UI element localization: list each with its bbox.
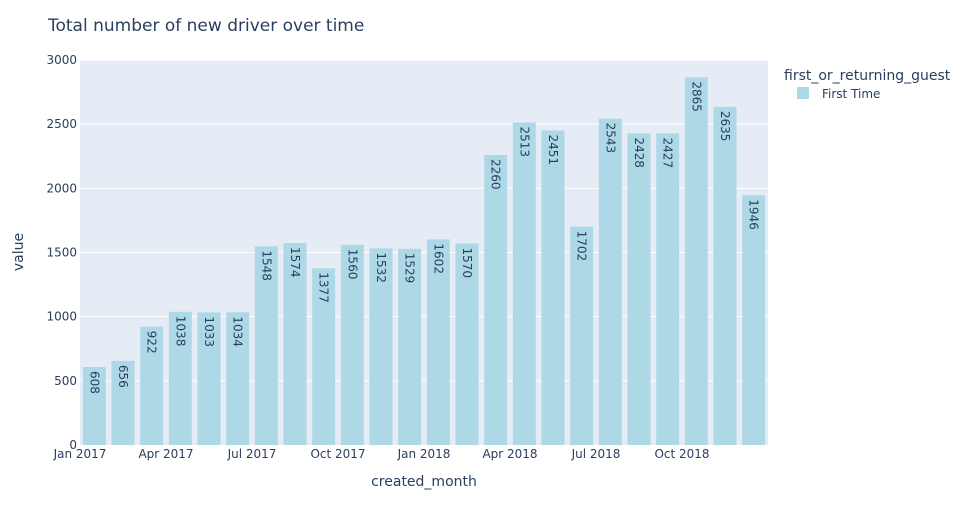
bar-value-label: 1548: [259, 250, 273, 281]
chart-title: Total number of new driver over time: [47, 16, 364, 36]
bar-value-label: 1033: [202, 316, 216, 347]
bar-value-label: 656: [116, 365, 130, 388]
bar-value-label: 2428: [632, 137, 646, 168]
x-tick-label: Apr 2017: [138, 447, 193, 461]
legend-swatch[interactable]: [797, 87, 809, 99]
x-tick-label: Oct 2018: [654, 447, 709, 461]
bar-labels: 608 656 922 1038 1033 1034 1548 1574 1377 1560 153…: [87, 81, 760, 394]
y-tick-label: 2000: [46, 181, 77, 195]
y-tick-label: 1500: [46, 246, 77, 260]
bar-value-label: 2260: [489, 159, 503, 190]
x-axis-ticks: Jan 2017 Apr 2017 Jul 2017 Oct 2017 Jan 2018…: [53, 447, 710, 461]
bar-value-label: 2543: [603, 123, 617, 154]
bar-value-label: 2451: [546, 134, 560, 165]
legend-item-first-time[interactable]: First Time: [822, 87, 880, 101]
legend: first_or_returning_guest First Time: [784, 68, 951, 101]
bar[interactable]: [455, 243, 479, 445]
bar[interactable]: [426, 239, 450, 445]
bar[interactable]: [168, 311, 192, 445]
bar[interactable]: [283, 243, 307, 445]
bar-value-label: 1034: [231, 316, 245, 347]
x-tick-label: Jan 2018: [397, 447, 451, 461]
x-tick-label: Apr 2018: [482, 447, 537, 461]
bar-value-label: 2865: [689, 81, 703, 112]
bar-value-label: 1560: [345, 249, 359, 280]
bars: [82, 77, 766, 446]
y-axis-ticks: 0 500 1000 1500 2000 2500 3000: [46, 53, 77, 452]
bar-value-label: 1529: [403, 253, 417, 284]
y-tick-label: 3000: [46, 53, 77, 67]
bar[interactable]: [82, 366, 106, 445]
bar[interactable]: [226, 312, 250, 445]
bar[interactable]: [197, 312, 221, 445]
bar-value-label: 1038: [173, 316, 187, 347]
bar[interactable]: [111, 360, 135, 445]
x-tick-label: Jul 2018: [571, 447, 621, 461]
bar[interactable]: [627, 133, 651, 445]
bar[interactable]: [742, 195, 766, 445]
bar[interactable]: [369, 248, 393, 445]
y-tick-label: 0: [69, 438, 77, 452]
bar-value-label: 2635: [718, 111, 732, 142]
x-tick-label: Jan 2017: [53, 447, 107, 461]
bar-value-label: 1574: [288, 247, 302, 278]
bar[interactable]: [340, 244, 364, 445]
bar-value-label: 1946: [747, 199, 761, 230]
bar[interactable]: [512, 122, 536, 445]
bar[interactable]: [684, 77, 708, 445]
bar-value-label: 608: [87, 371, 101, 394]
y-axis-title: value: [11, 233, 27, 271]
bar[interactable]: [254, 246, 278, 445]
bar[interactable]: [598, 118, 622, 446]
bar[interactable]: [713, 106, 737, 445]
x-tick-label: Jul 2017: [227, 447, 277, 461]
bar[interactable]: [484, 154, 508, 445]
gridlines: [80, 59, 768, 382]
bar-value-label: 1532: [374, 252, 388, 283]
bar[interactable]: [140, 326, 164, 445]
bar[interactable]: [656, 133, 680, 445]
x-axis-title: created_month: [371, 474, 477, 490]
y-tick-label: 1000: [46, 310, 77, 324]
bar-value-label: 2513: [517, 126, 531, 157]
bar[interactable]: [312, 268, 336, 445]
bar-value-label: 2427: [661, 138, 675, 169]
bar-value-label: 1377: [317, 272, 331, 303]
bar-value-label: 1570: [460, 248, 474, 279]
bar-value-label: 1702: [575, 231, 589, 262]
bar[interactable]: [541, 130, 565, 445]
bar[interactable]: [398, 248, 422, 445]
legend-title: first_or_returning_guest: [784, 68, 951, 84]
y-tick-label: 500: [54, 374, 77, 388]
bar[interactable]: [570, 226, 594, 445]
y-tick-label: 2500: [46, 117, 77, 131]
bar-value-label: 922: [145, 331, 159, 354]
bar-value-label: 1602: [431, 243, 445, 274]
x-tick-label: Oct 2017: [310, 447, 365, 461]
